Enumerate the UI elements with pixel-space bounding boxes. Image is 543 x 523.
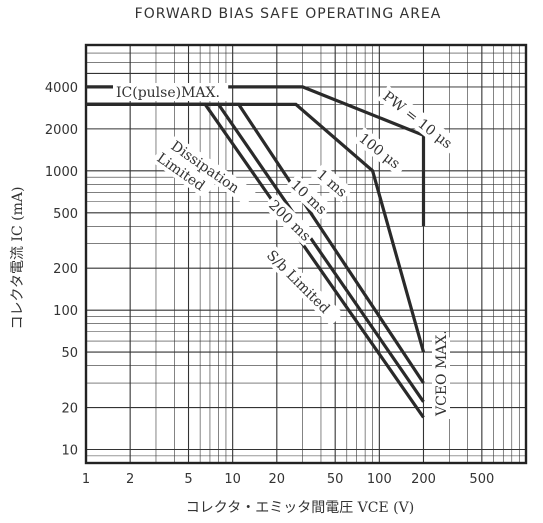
plot-frame xyxy=(84,43,528,465)
annotation-bg xyxy=(151,146,215,199)
x-tick-label: 100 xyxy=(367,472,392,487)
series-line-5 xyxy=(86,102,425,419)
chart-title: FORWARD BIAS SAFE OPERATING AREA xyxy=(135,6,442,22)
x-tick-label: 10 xyxy=(224,472,241,487)
y-tick-label: 500 xyxy=(53,207,78,222)
x-tick-label: 1 xyxy=(82,472,90,487)
x-tick-labels: 1 2 5 10 20 50 100 200 500 xyxy=(82,472,494,487)
annotation-group: PW = 10 μs xyxy=(377,85,460,155)
y-axis-label: コレクタ電流 IC (mA) xyxy=(10,187,26,330)
y-tick-label: 50 xyxy=(61,346,78,361)
x-tick-label: 500 xyxy=(469,472,494,487)
y-tick-label: 200 xyxy=(53,262,78,277)
y-tick-labels: 10 20 50 100 200 500 1000 2000 4000 xyxy=(45,81,78,459)
annotation-bg xyxy=(113,83,229,101)
x-tick-label: 5 xyxy=(184,472,192,487)
x-axis-label: コレクタ・エミッタ間電圧 VCE (V) xyxy=(186,500,414,516)
annotation-bg xyxy=(432,337,450,419)
annotation-bg xyxy=(353,127,409,177)
annotation-group: VCEO MAX. xyxy=(432,330,450,419)
y-tick-label: 100 xyxy=(53,304,78,319)
y-tick-label: 1000 xyxy=(45,165,78,180)
x-tick-label: 50 xyxy=(327,472,344,487)
x-tick-label: 200 xyxy=(411,472,436,487)
grid xyxy=(86,45,526,463)
annotation-label: IC(pulse)MAX. xyxy=(116,85,220,101)
annotation-label: PW = 10 μs xyxy=(380,89,455,153)
annotation-group: IC(pulse)MAX. xyxy=(113,83,229,101)
y-tick-label: 20 xyxy=(61,402,78,417)
series-lines xyxy=(86,85,426,419)
x-tick-label: 2 xyxy=(126,472,134,487)
annotation-group: 100 μs xyxy=(353,127,409,177)
annotation-bg xyxy=(165,134,257,206)
annotation-bg xyxy=(261,243,344,327)
x-tick-label: 20 xyxy=(269,472,286,487)
annotation-bg xyxy=(377,85,460,155)
y-tick-label: 2000 xyxy=(45,123,78,138)
annotation-bg xyxy=(311,163,354,203)
annotation-label: VCEO MAX. xyxy=(434,330,450,417)
annotation-bg xyxy=(263,193,317,246)
y-tick-label: 4000 xyxy=(45,81,78,96)
annotation-label: S/b Limited xyxy=(263,248,332,317)
annotation-bg xyxy=(285,173,333,220)
y-tick-label: 10 xyxy=(61,443,78,458)
